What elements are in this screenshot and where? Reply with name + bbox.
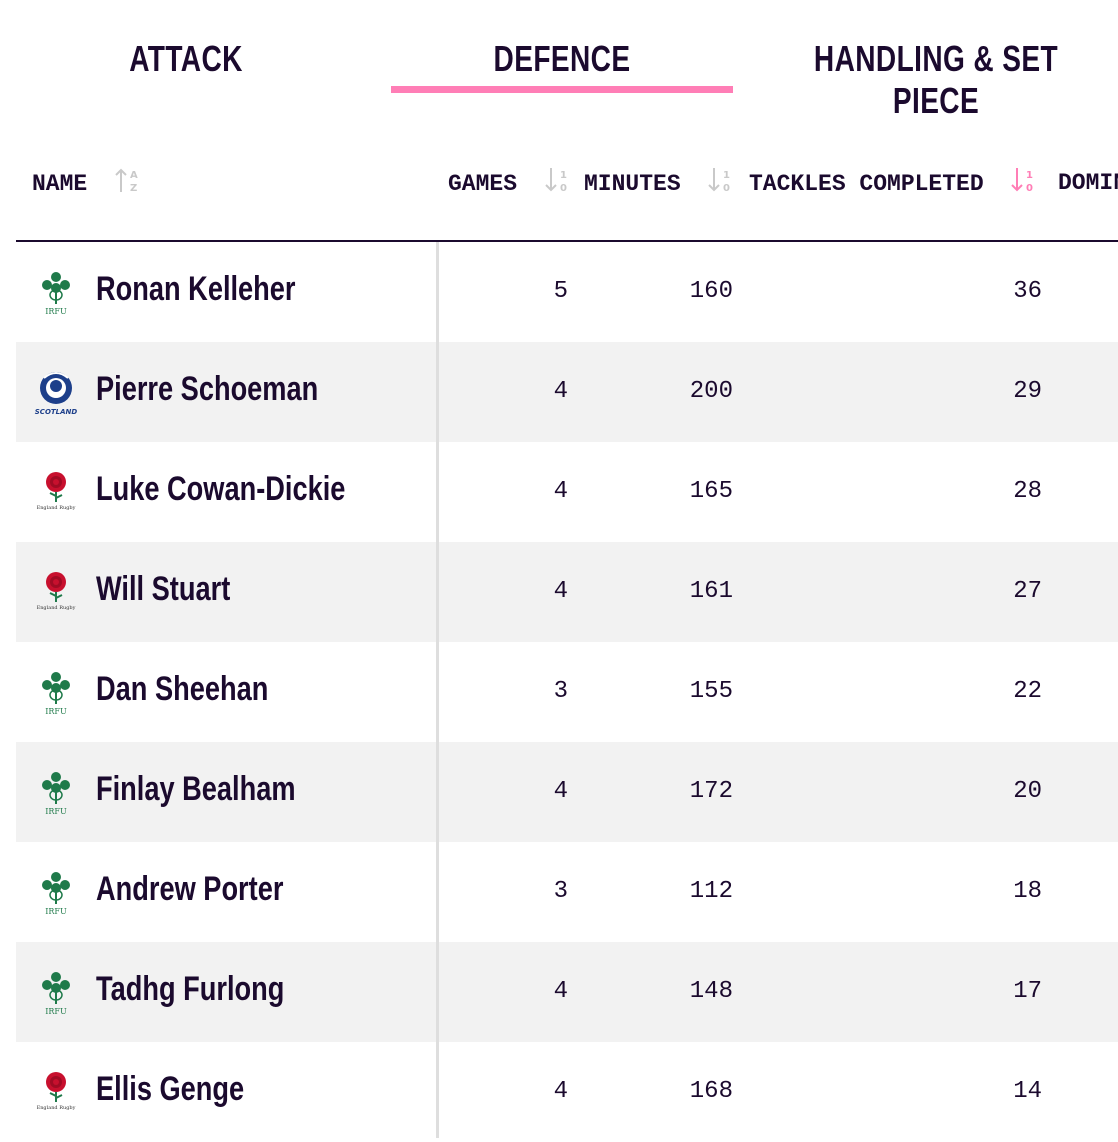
svg-text:England Rugby: England Rugby: [37, 505, 76, 511]
sort-alpha-icon[interactable]: A Z: [115, 166, 141, 194]
column-divider: [436, 242, 439, 1138]
irfu-shamrock-logo-icon: IRFU: [42, 272, 70, 316]
tackles-completed-value: 22: [1013, 678, 1042, 705]
minutes-value: 168: [689, 1078, 733, 1105]
tackles-completed-value: 36: [1013, 278, 1042, 305]
svg-text:IRFU: IRFU: [45, 307, 67, 316]
minutes-value: 172: [689, 778, 733, 805]
irfu-shamrock-logo-icon: IRFU: [42, 672, 70, 716]
svg-text:0: 0: [1026, 183, 1033, 194]
minutes-value: 148: [689, 978, 733, 1005]
games-value: 5: [553, 278, 568, 305]
column-header-tackles-completed[interactable]: TACKLES COMPLETED 1 0: [749, 168, 1037, 198]
games-value: 4: [553, 578, 568, 605]
svg-text:IRFU: IRFU: [45, 907, 67, 916]
svg-text:0: 0: [723, 183, 730, 194]
games-value: 4: [553, 978, 568, 1005]
england-rose-logo-icon: England Rugby: [37, 472, 76, 511]
player-name[interactable]: Dan Sheehan: [96, 670, 269, 708]
games-value: 4: [553, 378, 568, 405]
svg-text:1: 1: [1026, 170, 1033, 181]
minutes-value: 165: [689, 478, 733, 505]
svg-text:England Rugby: England Rugby: [37, 605, 76, 611]
irfu-shamrock-logo-icon: IRFU: [42, 772, 70, 816]
player-table-body: IRFU Ronan Kelleher 5 160 36 SCOTLAND Pierr…: [16, 242, 1118, 1142]
table-row[interactable]: IRFU Andrew Porter 3 112 18: [16, 842, 1118, 942]
games-value: 4: [553, 1078, 568, 1105]
table-row[interactable]: SCOTLAND Pierre Schoeman 4 200 29: [16, 342, 1118, 442]
tackles-completed-value: 28: [1013, 478, 1042, 505]
svg-text:Z: Z: [130, 183, 137, 194]
tab-handling-set-piece[interactable]: HANDLING & SET PIECE: [813, 38, 1059, 121]
player-name[interactable]: Andrew Porter: [96, 870, 284, 908]
table-header: NAME A Z GAMES 1 0 MINUTES 1 0: [16, 140, 1118, 242]
player-name[interactable]: Luke Cowan-Dickie: [96, 470, 346, 508]
active-tab-indicator: [391, 86, 733, 93]
column-header-games[interactable]: GAMES 1 0: [448, 168, 571, 198]
sort-numeric-desc-active-icon[interactable]: 1 0: [1011, 166, 1037, 194]
svg-text:0: 0: [560, 183, 567, 194]
table-row[interactable]: England Rugby Ellis Genge 4 168 14: [16, 1042, 1118, 1142]
minutes-value: 200: [689, 378, 733, 405]
table-row[interactable]: IRFU Finlay Bealham 4 172 20: [16, 742, 1118, 842]
column-header-next-label: DOMIN: [1058, 170, 1118, 196]
player-name[interactable]: Tadhg Furlong: [96, 970, 285, 1008]
table-row[interactable]: IRFU Dan Sheehan 3 155 22: [16, 642, 1118, 742]
minutes-value: 155: [689, 678, 733, 705]
tackles-completed-value: 27: [1013, 578, 1042, 605]
player-name[interactable]: Ellis Genge: [96, 1070, 245, 1108]
tab-attack[interactable]: ATTACK: [129, 38, 243, 79]
column-header-tackles-label: TACKLES COMPLETED: [749, 171, 984, 198]
games-value: 4: [553, 778, 568, 805]
svg-text:IRFU: IRFU: [45, 807, 67, 816]
games-value: 4: [553, 478, 568, 505]
sort-numeric-desc-icon[interactable]: 1 0: [545, 166, 571, 194]
sort-numeric-desc-icon[interactable]: 1 0: [708, 166, 734, 194]
table-row[interactable]: IRFU Ronan Kelleher 5 160 36: [16, 242, 1118, 342]
table-row[interactable]: IRFU Tadhg Furlong 4 148 17: [16, 942, 1118, 1042]
svg-text:SCOTLAND: SCOTLAND: [35, 408, 78, 416]
column-header-minutes[interactable]: MINUTES 1 0: [584, 168, 734, 198]
england-rose-logo-icon: England Rugby: [37, 572, 76, 611]
svg-text:IRFU: IRFU: [45, 707, 67, 716]
table-row[interactable]: England Rugby Luke Cowan-Dickie 4 165 28: [16, 442, 1118, 542]
tackles-completed-value: 17: [1013, 978, 1042, 1005]
column-header-games-label: GAMES: [448, 171, 518, 198]
minutes-value: 160: [689, 278, 733, 305]
games-value: 3: [553, 678, 568, 705]
svg-text:IRFU: IRFU: [45, 1007, 67, 1016]
player-name[interactable]: Finlay Bealham: [96, 770, 296, 808]
scotland-thistle-logo-icon: SCOTLAND: [35, 372, 78, 416]
svg-text:1: 1: [560, 170, 567, 181]
column-header-next[interactable]: DOMIN: [1058, 170, 1118, 196]
tackles-completed-value: 18: [1013, 878, 1042, 905]
svg-text:A: A: [130, 170, 138, 181]
player-name[interactable]: Pierre Schoeman: [96, 370, 319, 408]
table-row[interactable]: England Rugby Will Stuart 4 161 27: [16, 542, 1118, 642]
stats-tabs: ATTACK DEFENCE HANDLING & SET PIECE: [0, 0, 1118, 121]
england-rose-logo-icon: England Rugby: [37, 1072, 76, 1111]
player-name[interactable]: Ronan Kelleher: [96, 270, 296, 308]
tab-defence[interactable]: DEFENCE: [493, 38, 631, 79]
column-header-minutes-label: MINUTES: [584, 171, 681, 198]
minutes-value: 161: [689, 578, 733, 605]
irfu-shamrock-logo-icon: IRFU: [42, 972, 70, 1016]
irfu-shamrock-logo-icon: IRFU: [42, 872, 70, 916]
games-value: 3: [553, 878, 568, 905]
tackles-completed-value: 14: [1013, 1078, 1042, 1105]
tackles-completed-value: 29: [1013, 378, 1042, 405]
svg-text:1: 1: [723, 170, 730, 181]
column-header-name[interactable]: NAME A Z: [32, 168, 141, 198]
player-name[interactable]: Will Stuart: [96, 570, 231, 608]
minutes-value: 112: [689, 878, 733, 905]
tackles-completed-value: 20: [1013, 778, 1042, 805]
svg-text:England Rugby: England Rugby: [37, 1105, 76, 1111]
column-header-name-label: NAME: [32, 171, 88, 198]
